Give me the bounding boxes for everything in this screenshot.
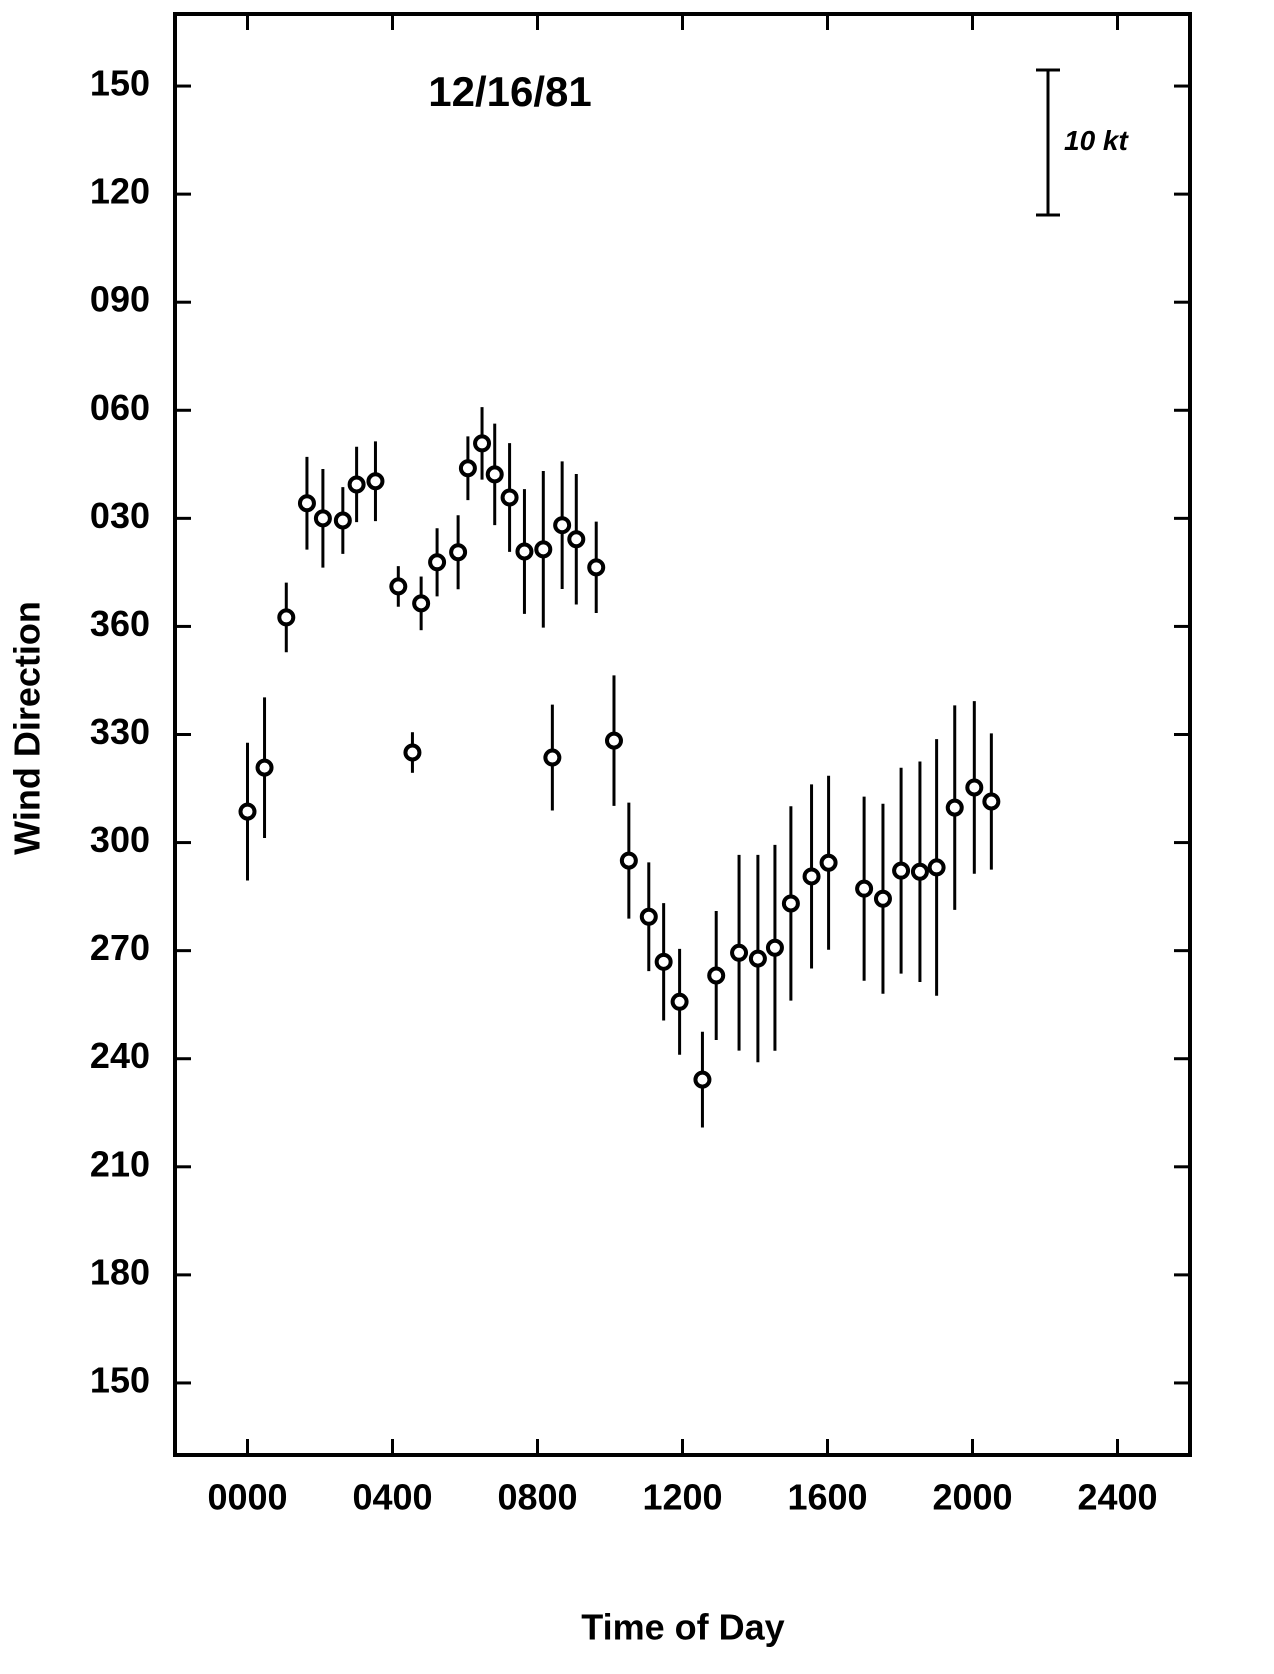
data-point xyxy=(313,509,332,528)
data-point xyxy=(347,475,366,494)
data-point xyxy=(670,992,689,1011)
data-point xyxy=(485,465,504,484)
data-point xyxy=(297,494,316,513)
chart-title: 12/16/81 xyxy=(428,68,592,115)
data-point xyxy=(534,540,553,559)
data-point xyxy=(515,542,534,561)
x-tick-label: 2000 xyxy=(932,1477,1012,1518)
y-tick-label: 330 xyxy=(90,711,150,752)
data-point xyxy=(389,577,408,596)
data-point xyxy=(892,861,911,880)
data-point xyxy=(819,853,838,872)
data-point xyxy=(543,748,562,767)
y-tick-label: 240 xyxy=(90,1035,150,1076)
x-tick-label: 2400 xyxy=(1077,1477,1157,1518)
data-point xyxy=(654,952,673,971)
data-point xyxy=(238,802,257,821)
data-point xyxy=(748,949,767,968)
data-point xyxy=(412,594,431,613)
data-point xyxy=(277,608,296,627)
y-tick-label: 150 xyxy=(90,63,150,104)
y-tick-label: 030 xyxy=(90,495,150,536)
data-point xyxy=(965,778,984,797)
data-point xyxy=(927,858,946,877)
data-point xyxy=(428,553,447,572)
y-tick-label: 360 xyxy=(90,603,150,644)
x-tick-label: 0800 xyxy=(497,1477,577,1518)
data-point xyxy=(458,459,477,478)
data-point xyxy=(619,851,638,870)
y-tick-label: 270 xyxy=(90,927,150,968)
x-tick-label: 1200 xyxy=(642,1477,722,1518)
y-axis-label: Wind Direction xyxy=(7,601,48,855)
x-tick-label: 1600 xyxy=(787,1477,867,1518)
data-point xyxy=(567,530,586,549)
scale-bar-label: 10 kt xyxy=(1064,125,1129,156)
y-tick-label: 180 xyxy=(90,1251,150,1292)
x-axis-label: Time of Day xyxy=(581,1607,784,1648)
y-tick-label: 120 xyxy=(90,171,150,212)
data-point xyxy=(449,543,468,562)
data-point xyxy=(333,511,352,530)
y-tick-label: 210 xyxy=(90,1143,150,1184)
data-point xyxy=(855,879,874,898)
y-tick-label: 300 xyxy=(90,819,150,860)
data-point xyxy=(910,862,929,881)
data-point xyxy=(982,792,1001,811)
data-point xyxy=(707,966,726,985)
y-tick-label: 060 xyxy=(90,387,150,428)
data-point xyxy=(873,889,892,908)
data-point xyxy=(693,1070,712,1089)
data-point xyxy=(730,943,749,962)
data-point xyxy=(473,434,492,453)
x-tick-label: 0400 xyxy=(352,1477,432,1518)
y-tick-label: 150 xyxy=(90,1359,150,1400)
data-point xyxy=(765,938,784,957)
x-tick-label: 0000 xyxy=(207,1477,287,1518)
data-point xyxy=(639,907,658,926)
data-point xyxy=(802,867,821,886)
data-point xyxy=(500,488,519,507)
plot-frame xyxy=(173,12,1192,1457)
y-tick-label: 090 xyxy=(90,279,150,320)
data-point xyxy=(604,731,623,750)
data-point xyxy=(403,743,422,762)
data-point xyxy=(553,516,572,535)
data-point xyxy=(366,472,385,491)
data-point xyxy=(945,798,964,817)
data-point xyxy=(781,894,800,913)
data-point xyxy=(255,758,274,777)
data-point xyxy=(587,558,606,577)
